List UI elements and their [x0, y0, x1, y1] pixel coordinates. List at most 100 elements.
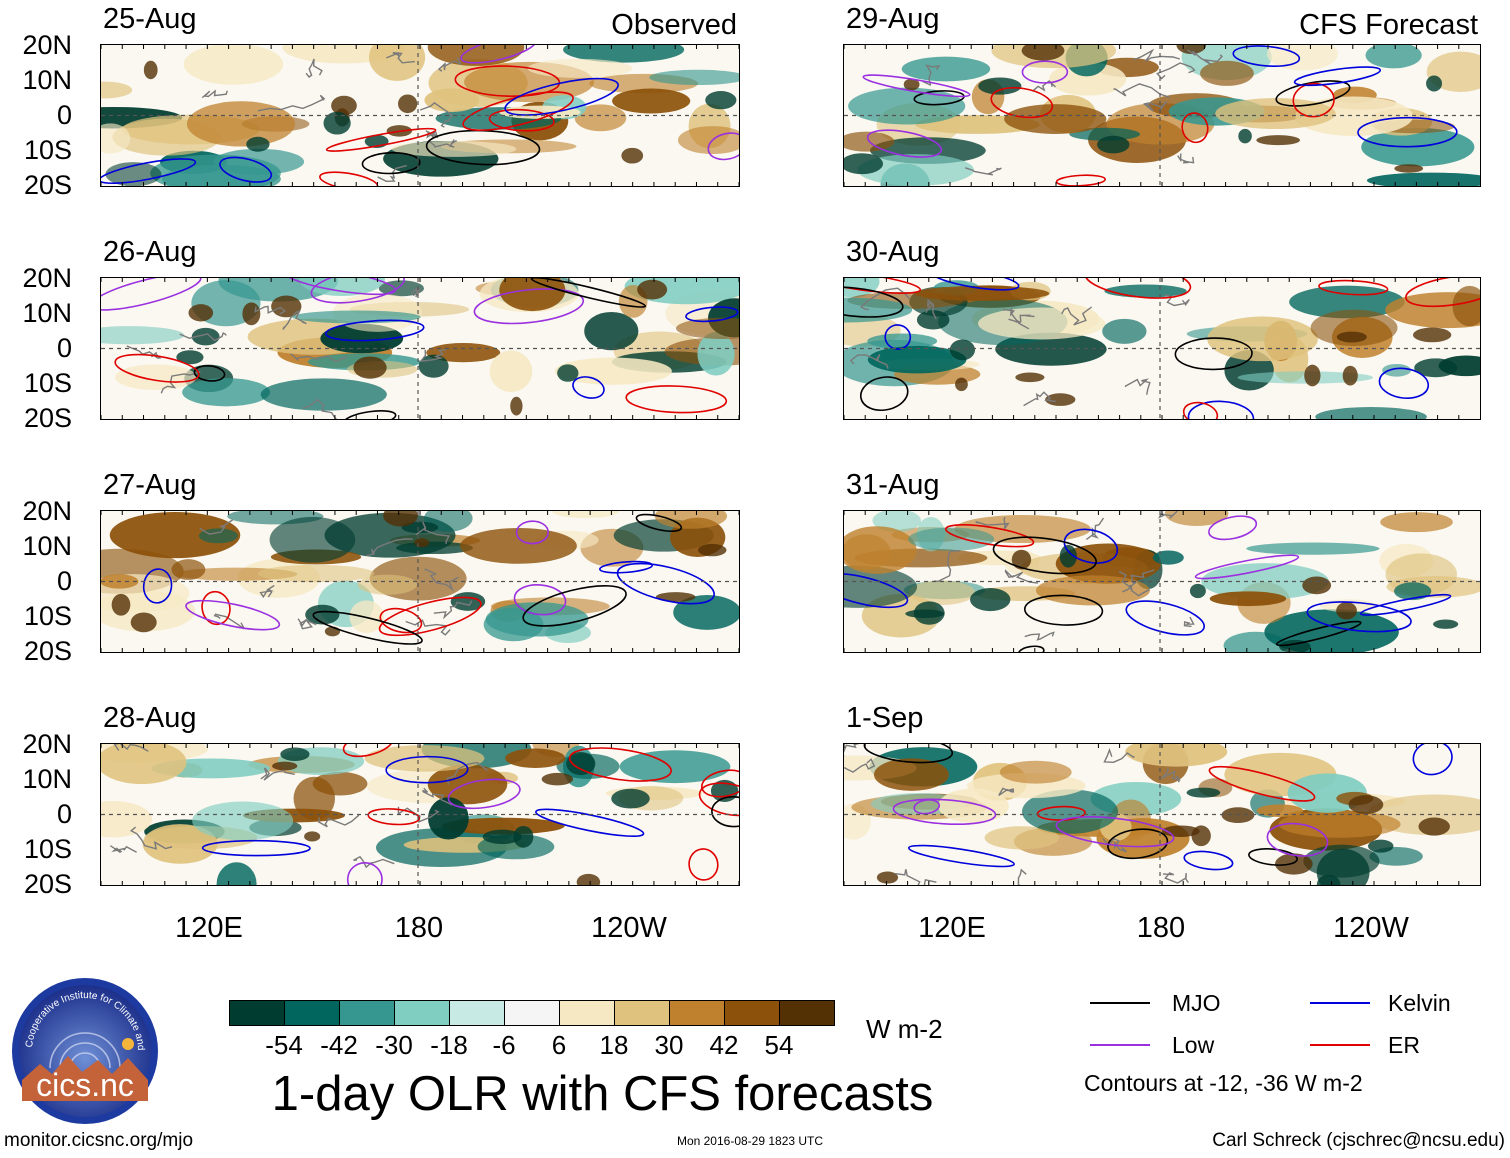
enhanced-convection-core [305, 604, 340, 625]
enhanced-convection-area [428, 797, 469, 840]
colorbar-swatch [284, 1000, 340, 1026]
wave-contour [992, 536, 1097, 575]
legend-label-low: Low [1172, 1032, 1215, 1058]
lat-label: 10N [22, 764, 72, 794]
panel-date-title: 31-Aug [846, 469, 940, 501]
enhanced-convection-core [246, 136, 270, 152]
lat-label: 20S [23, 403, 72, 433]
lon-label: 120W [1333, 912, 1409, 944]
suppressed-convection-area [441, 817, 565, 835]
panel-date-title: 27-Aug [103, 469, 197, 501]
cics-logo-graphic: Cooperative Institute for Climate and Sa… [7, 968, 158, 1124]
enhanced-convection-core [323, 111, 351, 135]
coastline [1103, 747, 1135, 764]
enhanced-convection-area [198, 528, 238, 544]
lat-label: 20N [22, 263, 72, 293]
suppressed-convection-core [1176, 45, 1207, 55]
wave-contour [1174, 337, 1253, 371]
suppressed-convection-core [1045, 393, 1076, 406]
suppressed-convection-area [391, 141, 517, 157]
coastline [377, 164, 407, 183]
wave-contour [460, 45, 537, 64]
suppressed-convection-area [426, 343, 501, 363]
enhanced-convection-core [1238, 128, 1252, 144]
wave-contour [319, 171, 379, 186]
suppressed-convection-area [914, 285, 1050, 301]
map-panel [100, 510, 740, 653]
coastline [317, 814, 360, 828]
suppressed-convection-core [383, 511, 418, 527]
suppressed-convection-area [1035, 575, 1150, 606]
suppressed-convection-area [844, 534, 891, 570]
colorbar-swatch [779, 1000, 835, 1026]
wave-contour [599, 560, 654, 574]
lat-label: 20N [22, 729, 72, 759]
olr-map [101, 278, 739, 419]
suppressed-convection-core [1221, 807, 1255, 824]
colorbar-swatch [669, 1000, 725, 1026]
coastline [259, 584, 275, 599]
suppressed-convection-area [364, 745, 485, 772]
suppressed-convection-area [109, 512, 241, 559]
suppressed-convection-core [1011, 549, 1032, 570]
enhanced-convection-core [1316, 874, 1341, 885]
legend-line-kelvin [1310, 1002, 1370, 1004]
wave-contour [142, 568, 173, 604]
map-panel [843, 44, 1481, 187]
suppressed-convection-area [1310, 309, 1398, 347]
coastline [179, 332, 227, 342]
coastline [199, 519, 233, 535]
enhanced-convection-core [1059, 544, 1077, 568]
coastline [110, 845, 137, 854]
wave-contour [907, 844, 1015, 868]
suppressed-convection-area [1266, 45, 1338, 71]
lat-label: 20S [23, 170, 72, 200]
wave-contour [535, 808, 645, 838]
coastline [428, 139, 457, 148]
legend-label-er: ER [1388, 1032, 1420, 1058]
wave-contour [1055, 816, 1175, 848]
suppressed-convection-area [368, 45, 426, 81]
colorbar-tick-label: 54 [764, 1030, 794, 1060]
coastline [1004, 569, 1038, 584]
enhanced-convection-area [1102, 318, 1147, 344]
wave-contour [1359, 593, 1452, 616]
lat-label: 10N [22, 531, 72, 561]
enhanced-convection-area [101, 326, 185, 345]
suppressed-convection-core [271, 295, 302, 318]
wave-contour [378, 596, 482, 637]
coastline [849, 353, 889, 369]
coastline [1102, 837, 1127, 853]
enhanced-convection-core [705, 91, 737, 110]
footer-credit: Carl Schreck (cjschrec@ncsu.edu) [1212, 1130, 1505, 1151]
panel-date-title: 1-Sep [846, 702, 924, 734]
suppressed-convection-area [1125, 744, 1228, 767]
wave-contour [522, 585, 627, 627]
wave-contour [863, 744, 954, 764]
suppressed-convection-core [1394, 164, 1424, 173]
suppressed-convection-area [1278, 810, 1401, 838]
suppressed-convection-area [977, 307, 1106, 340]
suppressed-convection-area [1164, 511, 1229, 526]
enhanced-convection-core [401, 521, 439, 534]
wave-contour [513, 584, 567, 616]
suppressed-convection-area [676, 317, 739, 339]
wave-contour [1125, 600, 1205, 636]
colorbar-swatch [504, 1000, 560, 1026]
coastline [1024, 631, 1055, 641]
suppressed-convection-core [1348, 795, 1384, 815]
suppressed-convection-core [414, 538, 430, 548]
suppressed-convection-core [621, 147, 644, 164]
colorbar-tick-label: 42 [709, 1030, 739, 1060]
wave-contour [361, 151, 421, 175]
wave-contour [1266, 822, 1329, 857]
coastline [895, 869, 937, 885]
suppressed-convection-core [1191, 825, 1211, 847]
enhanced-convection-area [483, 607, 544, 642]
enhanced-convection-core [566, 752, 596, 776]
wave-contour [1232, 45, 1301, 67]
coastline [290, 353, 347, 363]
suppressed-convection-area [1207, 316, 1318, 362]
wave-contour [1183, 850, 1234, 871]
coastline [1124, 378, 1151, 395]
